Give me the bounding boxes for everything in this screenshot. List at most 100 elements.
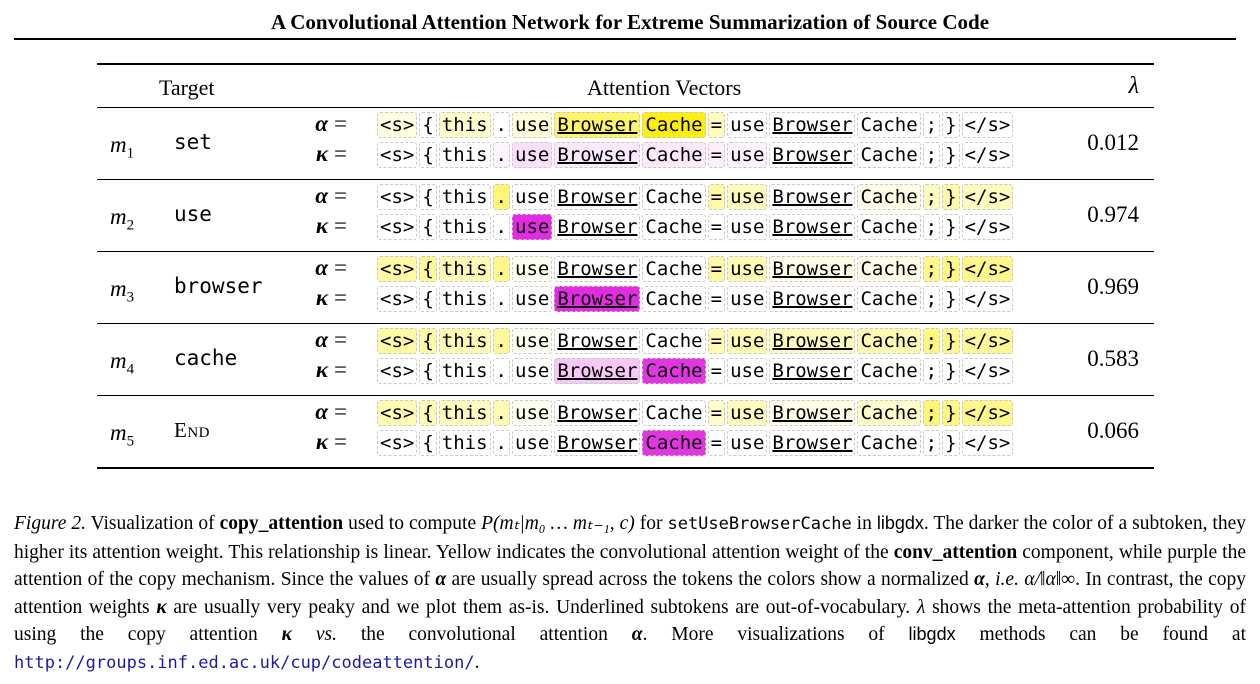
alpha-token-sequence: <s>{this. use Browser Cache = use Browser Cache… [376,400,1014,426]
row-separator [97,467,1154,469]
caption-text: the convolutional attention [336,624,632,645]
alpha-token: ; [922,256,941,282]
kappa-token: ; [922,286,941,312]
alpha-symbol: α [315,111,329,136]
row-target-subtoken: End [174,418,210,442]
alpha-token: use [727,328,768,354]
table-row: m3 browser α = <s>{this. use Browser Cache = use B… [97,252,1154,323]
kappa-token: } [942,214,960,240]
alpha-token: { [419,328,437,354]
alpha-token: </s> [961,328,1014,354]
paper-header-title: A Convolutional Attention Network for Ex… [270,10,990,34]
table-row: m5 End α = <s>{this. use Browser Cache = use Brows… [97,396,1154,467]
row-m-subscript: 3 [126,289,135,306]
alpha-token: use [727,112,768,138]
row-lambda-value: 0.969 [1087,274,1139,299]
caption-symbol: α [435,569,447,590]
caption-symbol: α [974,569,985,590]
kappa-token: Cache [857,358,921,384]
kappa-token: Cache [642,214,706,240]
kappa-token: </s> [961,358,1014,384]
kappa-token: . [492,142,510,168]
alpha-token-sequence: <s>{this. use Browser Cache = use Browser Cache… [376,112,1014,138]
alpha-token: { [419,112,437,138]
kappa-token: { [419,286,437,312]
alpha-token: = [707,184,726,210]
alpha-token: Browser [769,328,856,354]
kappa-token: Browser [769,430,856,456]
alpha-token: </s> [961,256,1014,282]
alpha-token: } [942,112,960,138]
alpha-token: { [419,256,437,282]
alpha-token: } [942,328,960,354]
kappa-label: κ = [297,141,347,167]
kappa-symbol: κ [315,213,329,238]
col-lambda-header: λ [1128,73,1139,99]
row-m-base: m [110,420,127,445]
kappa-token: = [707,430,726,456]
caption-url-link[interactable]: http://groups.inf.ed.ac.uk/cup/codeatten… [14,652,475,673]
table-top-rule [97,63,1154,65]
alpha-token: Cache [857,328,921,354]
row-target-subtoken: set [174,130,212,154]
row-m-subscript: 4 [126,361,135,378]
kappa-token: ; [922,214,941,240]
kappa-symbol: κ [315,357,329,382]
row-subtoken-index: m5 [110,420,134,451]
kappa-token-sequence: <s>{this. use Browser Cache = use Browser Cache… [376,286,1014,312]
kappa-token: { [419,214,437,240]
kappa-token: { [419,430,437,456]
kappa-token: Cache [642,358,706,384]
alpha-label: α = [297,255,347,281]
row-m-base: m [110,132,127,157]
col-target-header: Target [159,75,215,100]
alpha-token: Cache [642,400,706,426]
alpha-token: . [492,256,510,282]
kappa-token: = [707,142,726,168]
alpha-symbol: α [315,399,329,424]
caption-text: . More visualizations of [642,624,909,645]
alpha-token: = [707,400,726,426]
kappa-token: } [942,430,960,456]
kappa-token: . [492,358,510,384]
kappa-token: <s> [377,286,418,312]
alpha-token: Cache [857,184,921,210]
caption-fig-label: Figure 2. [14,513,86,534]
kappa-token-sequence: <s>{this. use Browser Cache = use Browser Cache… [376,142,1014,168]
caption-text: . In contrast, the copy attention weight… [14,569,1246,618]
alpha-token: this [438,112,491,138]
caption-symbol: α [631,624,643,645]
kappa-token: <s> [377,142,418,168]
alpha-token: . [492,328,510,354]
kappa-token: Browser [769,358,856,384]
caption-symbol: κ [281,624,292,645]
alpha-token: </s> [961,400,1014,426]
alpha-token: Cache [642,184,706,210]
caption-text: . The darker the color of a subtoken, th… [14,513,1246,563]
kappa-token: </s> [961,214,1014,240]
alpha-label: α = [297,399,347,425]
alpha-token: Cache [857,400,921,426]
alpha-token: use [512,328,553,354]
alpha-label: α = [297,183,347,209]
kappa-token: Cache [857,142,921,168]
alpha-token: Browser [769,112,856,138]
alpha-token: . [492,112,510,138]
row-lambda-value: 0.974 [1087,202,1139,227]
kappa-token: <s> [377,214,418,240]
alpha-token: <s> [377,400,418,426]
alpha-token: this [438,256,491,282]
attention-table: Target Attention Vectors λ m1 set α = <s>{th… [97,63,1154,469]
kappa-token: use [512,358,553,384]
caption-text: are usually very peaky and we plot them … [166,596,917,618]
kappa-label: κ = [297,213,347,239]
kappa-token: use [512,430,553,456]
kappa-token: use [727,358,768,384]
alpha-token: </s> [961,112,1014,138]
alpha-token: use [512,400,553,426]
alpha-token: this [438,328,491,354]
kappa-token: . [492,286,510,312]
row-target-subtoken: use [174,202,212,226]
caption-text: component, while purple the attention of… [14,541,1246,591]
caption-formula: P(mₜ|m₀ … mₜ₋₁, c) [481,513,635,534]
